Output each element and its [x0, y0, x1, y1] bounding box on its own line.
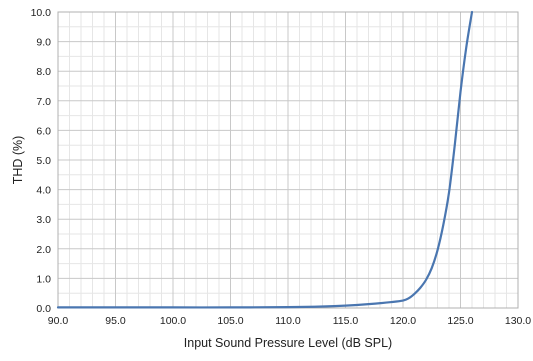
y-tick-label: 5.0 — [36, 155, 51, 167]
x-tick-label: 125.0 — [447, 315, 473, 327]
x-tick-labels: 90.0 95.0 100.0 105.0 110.0 115.0 120.0 125.0 13… — [48, 315, 532, 327]
grid — [57, 11, 519, 309]
y-tick-label: 1.0 — [36, 273, 51, 285]
x-tick-label: 95.0 — [105, 315, 126, 327]
series-group — [56, 10, 474, 309]
y-tick-label: 8.0 — [36, 66, 51, 78]
x-tick-label: 90.0 — [48, 315, 69, 327]
y-tick-label: 4.0 — [36, 185, 51, 197]
y-tick-labels: 0.0 1.0 2.0 3.0 4.0 5.0 6.0 7.0 8.0 9.0 10.0 — [31, 7, 52, 315]
y-tick-label: 7.0 — [36, 96, 51, 108]
y-tick-label: 0.0 — [36, 303, 51, 315]
y-axis-title: THD (%) — [11, 136, 25, 185]
x-tick-label: 100.0 — [160, 315, 186, 327]
y-tick-label: 9.0 — [36, 37, 51, 49]
y-tick-label: 3.0 — [36, 214, 51, 226]
x-tick-label: 120.0 — [390, 315, 416, 327]
y-tick-label: 2.0 — [36, 244, 51, 256]
y-tick-label: 10.0 — [31, 7, 52, 19]
x-tick-label: 110.0 — [275, 315, 301, 327]
thd-series-line — [56, 10, 474, 309]
x-tick-label: 105.0 — [217, 315, 243, 327]
x-tick-label: 130.0 — [505, 315, 531, 327]
x-tick-label: 115.0 — [333, 315, 359, 327]
y-tick-label: 6.0 — [36, 125, 51, 137]
x-axis-title: Input Sound Pressure Level (dB SPL) — [184, 336, 392, 350]
